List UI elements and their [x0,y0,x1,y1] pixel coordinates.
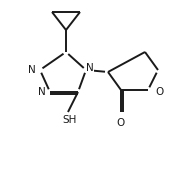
Text: SH: SH [63,115,77,125]
Text: N: N [28,65,36,75]
Text: N: N [86,63,94,73]
Text: N: N [38,87,46,97]
Text: O: O [117,118,125,128]
Text: O: O [156,87,164,97]
